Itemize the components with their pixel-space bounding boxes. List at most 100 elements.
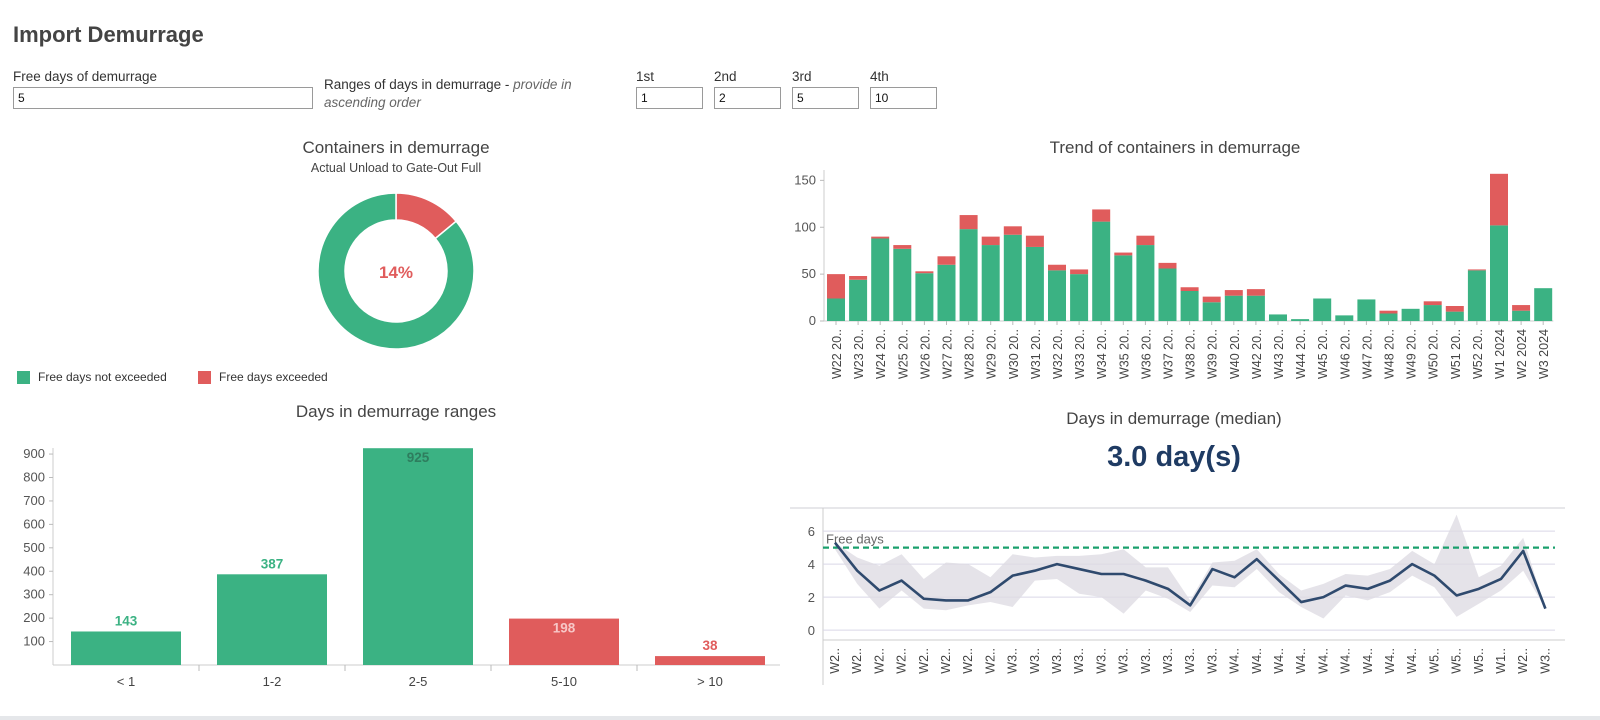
ranges-bar[interactable]: [363, 448, 473, 665]
trend-bar-exceeded[interactable]: [915, 271, 934, 274]
trend-bar-exceeded[interactable]: [849, 276, 868, 280]
ranges-chart[interactable]: 100 200 300 400 500 600 700 800 900 143 < 1 387 1-2 9…: [0, 440, 790, 695]
trend-bar-exceeded[interactable]: [871, 236, 890, 239]
trend-bar-exceeded[interactable]: [1180, 287, 1199, 291]
trend-x-tick-label: W1 2024: [1493, 329, 1507, 379]
trend-bar-not-exceeded[interactable]: [1490, 225, 1508, 321]
trend-bar-exceeded[interactable]: [1467, 269, 1486, 271]
ranges-title: Days in demurrage ranges: [295, 402, 497, 421]
trend-bar-exceeded[interactable]: [1025, 235, 1044, 247]
trend-bar-exceeded[interactable]: [1092, 209, 1111, 222]
ranges-y-tick-label: 900: [23, 446, 45, 461]
trend-bar-not-exceeded[interactable]: [1269, 314, 1287, 321]
ranges-bar[interactable]: [217, 574, 327, 665]
trend-bar-not-exceeded[interactable]: [1512, 310, 1531, 321]
trend-bar-not-exceeded[interactable]: [1114, 255, 1133, 321]
trend-bar-exceeded[interactable]: [1114, 252, 1133, 256]
trend-bar-not-exceeded[interactable]: [1423, 305, 1442, 321]
trend-bar-exceeded[interactable]: [959, 215, 978, 230]
trend-bar-not-exceeded[interactable]: [1246, 295, 1265, 321]
trend-bar-not-exceeded[interactable]: [1158, 268, 1177, 322]
free-days-input[interactable]: [13, 87, 313, 109]
trend-x-tick-label: W2 2024: [1515, 329, 1529, 379]
trend-bar-not-exceeded[interactable]: [981, 245, 1000, 321]
median-y-tick-label: 2: [808, 590, 815, 605]
ranges-bar[interactable]: [509, 618, 619, 665]
trend-bar-not-exceeded[interactable]: [871, 238, 890, 322]
trend-bar-not-exceeded[interactable]: [1003, 234, 1022, 321]
median-line[interactable]: [833, 541, 1547, 610]
median-chart[interactable]: 0 2 4 6 Free days W2.. W2.. W2.. W2.. W2.. W2.. W2.…: [785, 505, 1600, 700]
median-x-tick-label: W2..: [1516, 648, 1530, 674]
trend-bar-exceeded[interactable]: [1224, 290, 1243, 296]
trend-bar-exceeded[interactable]: [1070, 269, 1089, 275]
trend-bar-not-exceeded[interactable]: [1224, 295, 1243, 321]
trend-bar-not-exceeded[interactable]: [1313, 298, 1332, 322]
trend-x-tick-label: W50 20..: [1427, 329, 1441, 379]
trend-bar-exceeded[interactable]: [1158, 262, 1177, 269]
trend-bar-exceeded[interactable]: [1136, 235, 1155, 246]
trend-bar-exceeded[interactable]: [981, 236, 1000, 246]
trend-bar-not-exceeded[interactable]: [1401, 308, 1420, 321]
trend-bar-not-exceeded[interactable]: [1025, 246, 1044, 321]
trend-bar-exceeded[interactable]: [1490, 173, 1508, 226]
trend-bar-not-exceeded[interactable]: [1379, 313, 1398, 322]
legend-item-exceeded[interactable]: Free days exceeded: [198, 370, 328, 384]
range-1st-input[interactable]: [636, 87, 703, 109]
range-4th-input[interactable]: [870, 87, 937, 109]
trend-bar-not-exceeded[interactable]: [1467, 270, 1486, 321]
ranges-x-tick-label: 5-10: [551, 674, 577, 689]
trend-bar-exceeded[interactable]: [893, 245, 912, 249]
donut-chart[interactable]: 14%: [306, 181, 486, 361]
ranges-hint: provide in ascending order: [324, 77, 572, 110]
trend-bar-exceeded[interactable]: [827, 274, 845, 299]
trend-bar-exceeded[interactable]: [1003, 226, 1022, 235]
median-x-tick-label: W4..: [1294, 648, 1308, 674]
trend-bar-not-exceeded[interactable]: [827, 298, 845, 322]
trend-bar-exceeded[interactable]: [1445, 306, 1464, 312]
trend-bar-exceeded[interactable]: [937, 256, 956, 265]
trend-bar-not-exceeded[interactable]: [1070, 274, 1089, 321]
trend-bar-not-exceeded[interactable]: [1534, 288, 1553, 321]
median-title: Days in demurrage (median): [1066, 409, 1282, 428]
trend-bar-exceeded[interactable]: [1423, 301, 1442, 306]
trend-bar-exceeded[interactable]: [1512, 305, 1531, 311]
trend-bar-exceeded[interactable]: [1246, 289, 1265, 296]
trend-bar-exceeded[interactable]: [1048, 264, 1066, 271]
trend-x-tick-label: W45 20..: [1316, 329, 1330, 379]
donut-slice-not-exceeded[interactable]: [317, 192, 475, 350]
trend-bar-not-exceeded[interactable]: [893, 248, 912, 321]
ranges-bar[interactable]: [71, 631, 181, 665]
median-x-tick-label: W1..: [1494, 648, 1508, 674]
legend-item-not-exceeded[interactable]: Free days not exceeded: [17, 370, 167, 384]
trend-bar-not-exceeded[interactable]: [1445, 311, 1464, 321]
trend-bar-exceeded[interactable]: [1379, 310, 1398, 314]
trend-chart[interactable]: 0 50 100 150 W22 20.. W23 20.. W24 20.. W25 20.…: [780, 165, 1580, 395]
ranges-bar[interactable]: [655, 656, 765, 665]
range-3rd-input[interactable]: [792, 87, 859, 109]
ranges-x-tick-label: < 1: [117, 674, 135, 689]
median-x-tick-label: W2..: [939, 648, 953, 674]
trend-bar-not-exceeded[interactable]: [1335, 315, 1354, 321]
bottom-scrollbar[interactable]: [0, 716, 1600, 720]
range-3rd-label: 3rd: [792, 69, 812, 84]
ranges-bar-label: 38: [702, 638, 718, 653]
trend-bar-not-exceeded[interactable]: [1291, 319, 1310, 321]
ranges-bar-label: 143: [115, 613, 138, 628]
trend-bar-not-exceeded[interactable]: [915, 273, 934, 321]
trend-x-tick-label: W38 20..: [1184, 329, 1198, 379]
donut-title: Containers in demurrage: [302, 138, 490, 157]
trend-bar-not-exceeded[interactable]: [1092, 221, 1111, 321]
trend-bar-not-exceeded[interactable]: [959, 229, 978, 321]
trend-bar-not-exceeded[interactable]: [1180, 291, 1199, 321]
trend-bar-not-exceeded[interactable]: [849, 279, 868, 321]
trend-bar-not-exceeded[interactable]: [1357, 299, 1376, 321]
ranges-bar-label: 387: [261, 556, 284, 571]
trend-bar-not-exceeded[interactable]: [1202, 302, 1221, 321]
trend-bar-not-exceeded[interactable]: [1048, 270, 1066, 321]
trend-bar-not-exceeded[interactable]: [937, 264, 956, 321]
median-x-tick-label: W3..: [1183, 648, 1197, 674]
trend-bar-not-exceeded[interactable]: [1136, 245, 1155, 321]
range-2nd-input[interactable]: [714, 87, 781, 109]
trend-bar-exceeded[interactable]: [1202, 296, 1221, 303]
